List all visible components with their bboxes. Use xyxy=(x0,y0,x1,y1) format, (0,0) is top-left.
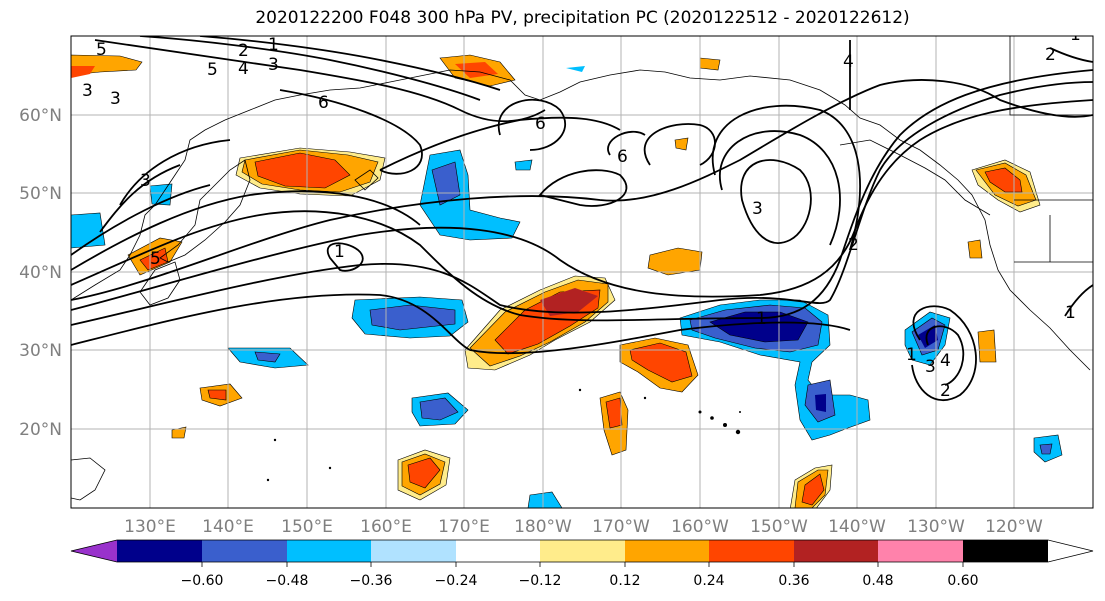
contour-label: 1 xyxy=(906,345,917,365)
colorbar-segment xyxy=(878,540,963,562)
contour-label: 1 xyxy=(756,309,767,329)
contour-label: 1 xyxy=(268,35,279,55)
contour-label: 1 xyxy=(1070,25,1081,45)
map-frame xyxy=(70,35,1094,509)
contour-labels: 5 2 1 5 4 3 3 3 6 6 6 4 3 3 1 2 1 1 3 4 … xyxy=(82,25,1081,401)
map-panel: 5 2 1 5 4 3 3 3 6 6 6 4 3 3 1 2 1 1 3 4 … xyxy=(71,25,1093,508)
colorbar-tick-label: −0.24 xyxy=(435,573,478,589)
contour-label: 4 xyxy=(843,52,854,72)
colorbar-tick-label: −0.12 xyxy=(519,573,562,589)
longitude-labels: 130°E 140°E 150°E 160°E 170°E 180°W 170°… xyxy=(124,517,1043,537)
colorbar: −0.60 −0.48 −0.36 −0.24 −0.12 0.12 0.24 … xyxy=(70,539,1094,589)
coastlines xyxy=(71,36,1093,501)
contour-label: 4 xyxy=(940,351,951,371)
colorbar-segment xyxy=(371,540,456,562)
contour-label: 2 xyxy=(940,381,951,401)
contour-label: 4 xyxy=(238,59,249,79)
lon-label: 150°E xyxy=(281,517,333,537)
lon-label: 170°E xyxy=(438,517,490,537)
colorbar-segment xyxy=(625,540,709,562)
colorbar-tick-label: 0.24 xyxy=(693,573,724,589)
contour-label: 2 xyxy=(238,41,249,61)
contour-label: 6 xyxy=(535,114,546,134)
colorbar-tick-label: −0.48 xyxy=(266,573,309,589)
lon-label: 150°W xyxy=(750,517,808,537)
colorbar-tick-label: 0.12 xyxy=(609,573,640,589)
lon-label: 170°W xyxy=(592,517,650,537)
colorbar-segment xyxy=(794,540,878,562)
contour-label: 3 xyxy=(752,199,763,219)
lat-label: 60°N xyxy=(19,106,62,126)
contour-label: 1 xyxy=(1065,303,1076,323)
contour-label: 3 xyxy=(82,81,93,101)
lon-label: 160°W xyxy=(671,517,729,537)
colorbar-segment xyxy=(287,540,371,562)
colorbar-segment xyxy=(456,540,540,562)
contour-label: 2 xyxy=(1045,45,1056,65)
lon-label: 140°W xyxy=(828,517,886,537)
colorbar-segment xyxy=(963,540,1048,562)
colorbar-outline xyxy=(70,539,1094,563)
colorbar-segment xyxy=(117,540,202,562)
lon-label: 140°E xyxy=(202,517,254,537)
contour-label: 6 xyxy=(617,147,628,167)
contour-label: 5 xyxy=(207,60,218,80)
colorbar-segment xyxy=(202,540,287,562)
lat-label: 50°N xyxy=(19,184,62,204)
contour-label: 6 xyxy=(318,93,329,113)
colorbar-tick-label: −0.36 xyxy=(350,573,393,589)
contour-label: 1 xyxy=(334,242,345,262)
pv-contours xyxy=(71,36,1093,401)
contour-label: 3 xyxy=(140,171,151,191)
lon-label: 180°W xyxy=(514,517,572,537)
contour-label: 3 xyxy=(110,89,121,109)
latitude-labels: 60°N 50°N 40°N 30°N 20°N xyxy=(19,106,62,440)
contour-label: 5 xyxy=(150,249,161,269)
lon-label: 160°E xyxy=(360,517,412,537)
lat-label: 20°N xyxy=(19,420,62,440)
contour-label: 3 xyxy=(268,55,279,75)
colorbar-tick-label: 0.60 xyxy=(947,573,978,589)
colorbar-segment xyxy=(540,540,625,562)
lon-label: 130°E xyxy=(124,517,176,537)
contour-label: 3 xyxy=(925,357,936,377)
islands xyxy=(266,388,741,482)
colorbar-tick-label: −0.60 xyxy=(181,573,224,589)
lon-label: 130°W xyxy=(907,517,965,537)
contour-label: 5 xyxy=(96,40,107,60)
colorbar-segment xyxy=(71,540,117,562)
colorbar-tick-label: 0.36 xyxy=(778,573,809,589)
colorbar-segment xyxy=(709,540,794,562)
map-title: 2020122200 F048 300 hPa PV, precipitatio… xyxy=(255,8,910,28)
lon-label: 120°W xyxy=(985,517,1043,537)
lat-label: 30°N xyxy=(19,341,62,361)
colorbar-tick-label: 0.48 xyxy=(862,573,893,589)
lat-label: 40°N xyxy=(19,263,62,283)
contour-label: 2 xyxy=(848,235,859,255)
